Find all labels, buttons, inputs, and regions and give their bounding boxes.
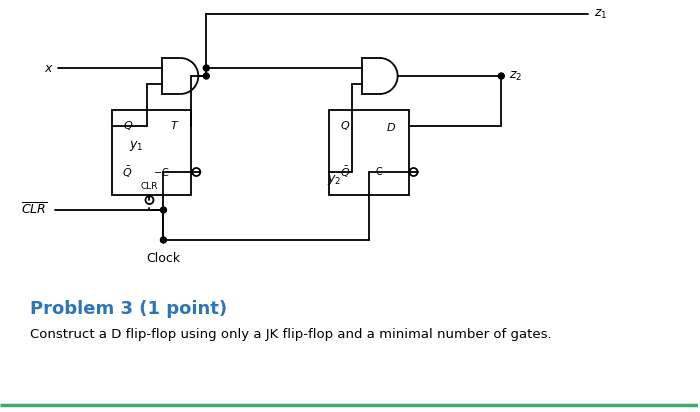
Text: Problem 3 (1 point): Problem 3 (1 point) xyxy=(30,300,227,318)
Text: Q: Q xyxy=(123,121,132,131)
Circle shape xyxy=(160,237,167,243)
Bar xyxy=(111,110,191,195)
Text: $z_2$: $z_2$ xyxy=(510,70,522,82)
Text: T: T xyxy=(170,121,177,131)
Text: $z_1$: $z_1$ xyxy=(594,7,608,21)
Text: x: x xyxy=(44,61,52,75)
Text: $-$C: $-$C xyxy=(153,166,169,178)
Text: $y_1$: $y_1$ xyxy=(129,139,144,153)
Text: $\bar{Q}$: $\bar{Q}$ xyxy=(340,164,350,180)
Circle shape xyxy=(498,73,504,79)
Text: Construct a D flip-flop using only a JK flip-flop and a minimal number of gates.: Construct a D flip-flop using only a JK … xyxy=(30,328,552,341)
Text: CLR: CLR xyxy=(141,182,158,190)
Circle shape xyxy=(160,207,167,213)
Text: Clock: Clock xyxy=(146,252,181,265)
Text: $\bar{y}_2$: $\bar{y}_2$ xyxy=(328,172,342,188)
Bar xyxy=(329,110,409,195)
Text: D: D xyxy=(386,123,395,133)
Text: $\bar{Q}$: $\bar{Q}$ xyxy=(122,164,133,180)
Text: C: C xyxy=(375,167,382,177)
Text: Q: Q xyxy=(340,121,349,131)
Circle shape xyxy=(203,73,209,79)
Text: $\overline{CLR}$: $\overline{CLR}$ xyxy=(22,202,48,218)
Circle shape xyxy=(203,65,209,71)
